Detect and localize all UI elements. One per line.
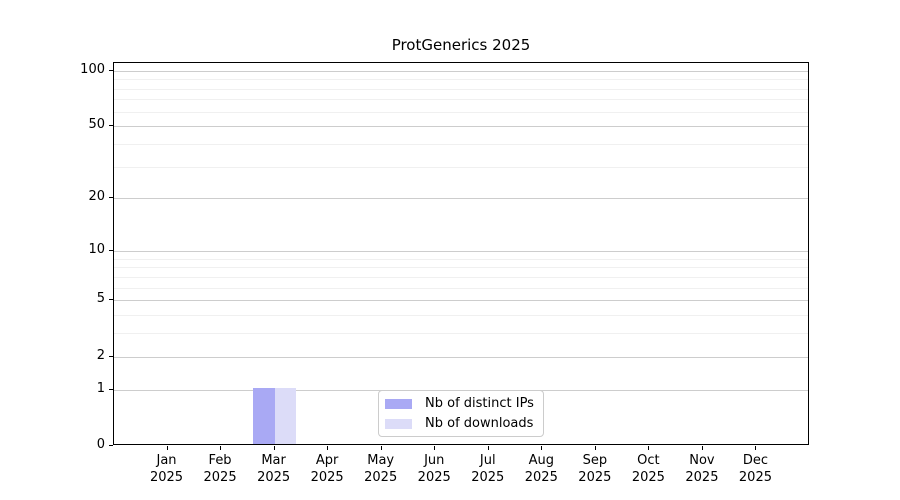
y-tick-label: 10 (88, 241, 105, 257)
x-tick-label: Jan 2025 (127, 452, 207, 486)
legend-item-label: Nb of distinct IPs (425, 396, 534, 411)
x-tick (541, 446, 543, 450)
legend-item: Nb of distinct IPs (379, 395, 543, 412)
y-gridline-minor (114, 267, 808, 269)
legend-color-swatch (385, 418, 412, 429)
x-tick-label: Feb 2025 (180, 452, 260, 486)
x-tick-label: Oct 2025 (608, 452, 688, 486)
y-gridline-major (114, 198, 808, 200)
y-tick-label: 50 (88, 117, 105, 133)
y-tick (109, 445, 113, 446)
legend: Nb of distinct IPs Nb of downloads (378, 390, 544, 437)
y-gridline-minor (114, 258, 808, 260)
x-tick-label: Jun 2025 (394, 452, 474, 486)
plot-area (113, 62, 809, 445)
y-gridline-minor (114, 99, 808, 101)
x-tick (755, 446, 757, 450)
x-tick (380, 446, 382, 450)
x-tick (648, 446, 650, 450)
x-tick (166, 446, 168, 450)
x-tick-year: 2025 (257, 470, 291, 485)
y-gridline-minor (114, 333, 808, 335)
y-gridline-minor (114, 315, 808, 317)
x-tick-year: 2025 (738, 470, 772, 485)
x-tick (594, 446, 596, 450)
x-tick (273, 446, 275, 450)
x-tick (487, 446, 489, 450)
x-tick-year: 2025 (524, 470, 558, 485)
x-tick (327, 446, 329, 450)
x-tick-label: Nov 2025 (662, 452, 742, 486)
y-tick-label: 5 (96, 291, 105, 307)
y-tick-label: 100 (80, 61, 105, 77)
x-tick-year: 2025 (417, 470, 451, 485)
y-gridline-major (114, 70, 808, 72)
x-tick-year: 2025 (310, 470, 344, 485)
bar-nb-of-downloads (274, 387, 297, 444)
y-gridline-major (114, 126, 808, 128)
x-tick-year: 2025 (578, 470, 612, 485)
y-gridline-minor (114, 166, 808, 168)
y-tick (109, 355, 113, 357)
x-tick-label: May 2025 (341, 452, 421, 486)
legend-color-swatch (385, 398, 412, 409)
y-tick-label: 2 (96, 347, 105, 363)
y-tick (109, 299, 113, 301)
chart-title: ProtGenerics 2025 (391, 36, 531, 54)
y-tick (109, 125, 113, 127)
plot-layers (114, 63, 808, 444)
y-tick-label: 0 (96, 437, 105, 452)
y-tick (109, 388, 113, 390)
x-tick-year: 2025 (364, 470, 398, 485)
y-tick-label: 20 (88, 189, 105, 205)
y-gridline-minor (114, 79, 808, 81)
y-gridline-major (114, 250, 808, 252)
y-tick (109, 69, 113, 71)
y-gridline-major (114, 300, 808, 302)
x-tick (701, 446, 703, 450)
y-gridline-minor (114, 276, 808, 278)
x-tick-year: 2025 (203, 470, 237, 485)
y-gridline-minor (114, 88, 808, 90)
y-tick (109, 197, 113, 199)
y-gridline-minor (114, 287, 808, 289)
x-tick-label: Apr 2025 (287, 452, 367, 486)
x-tick-label: Mar 2025 (234, 452, 314, 486)
y-gridline-minor (114, 111, 808, 113)
y-tick-label: 1 (96, 380, 105, 396)
legend-item: Nb of downloads (379, 415, 543, 432)
x-tick (220, 446, 222, 450)
x-tick-label: Aug 2025 (501, 452, 581, 486)
x-tick (434, 446, 436, 450)
x-tick-year: 2025 (685, 470, 719, 485)
x-tick-label: Dec 2025 (715, 452, 795, 486)
legend-item-label: Nb of downloads (425, 416, 534, 431)
x-tick-label: Jul 2025 (448, 452, 528, 486)
x-tick-year: 2025 (631, 470, 665, 485)
x-tick-year: 2025 (471, 470, 505, 485)
x-tick-year: 2025 (149, 470, 184, 485)
x-tick-label: Sep 2025 (555, 452, 635, 486)
y-gridline-major (114, 356, 808, 358)
bar-nb-of-distinct-ips (252, 387, 275, 444)
y-tick (109, 249, 113, 251)
y-gridline-minor (114, 143, 808, 145)
